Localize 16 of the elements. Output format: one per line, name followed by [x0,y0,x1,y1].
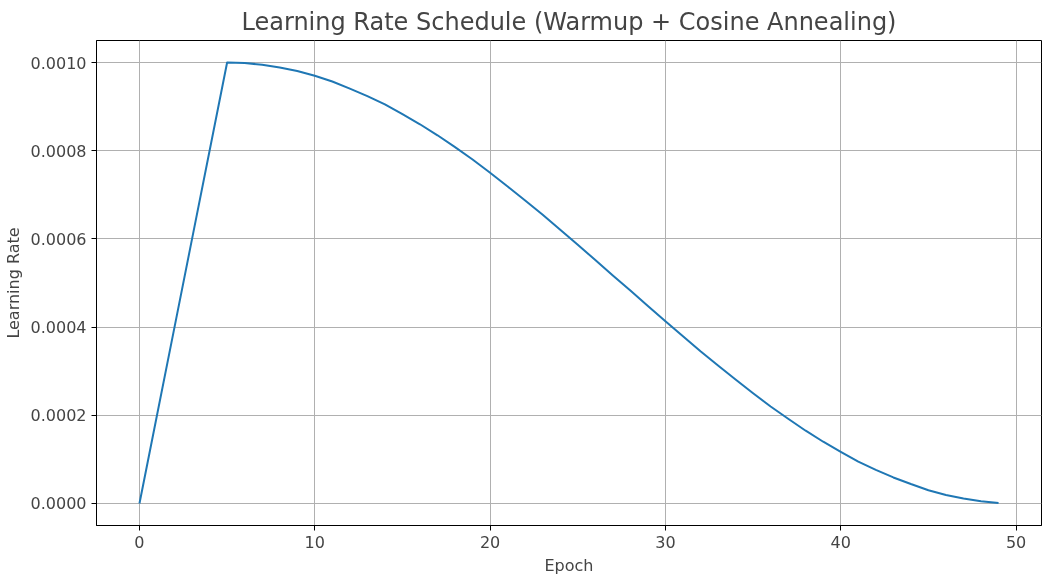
x-tick-label: 50 [1005,532,1027,552]
x-tick-label: 30 [655,532,676,552]
x-axis-title: Epoch [544,555,594,575]
line-series [138,61,1000,505]
x-tick-label: 20 [479,532,501,552]
chart-title: Learning Rate Schedule (Warmup + Cosine Annealing) [241,7,897,36]
x-tick-label: 40 [830,532,851,552]
y-tick-label: 0.0000 [30,494,87,514]
y-tick-label: 0.0002 [30,406,87,426]
y-tick-label: 0.0004 [30,318,87,338]
y-tick-label: 0.0010 [30,53,87,73]
y-tick-label: 0.0006 [30,229,87,249]
y-tick-label: 0.0008 [30,141,87,161]
x-tick-label: 10 [304,532,325,552]
y-axis-title: Learning Rate [3,227,23,339]
x-tick-label: 0 [134,532,145,552]
